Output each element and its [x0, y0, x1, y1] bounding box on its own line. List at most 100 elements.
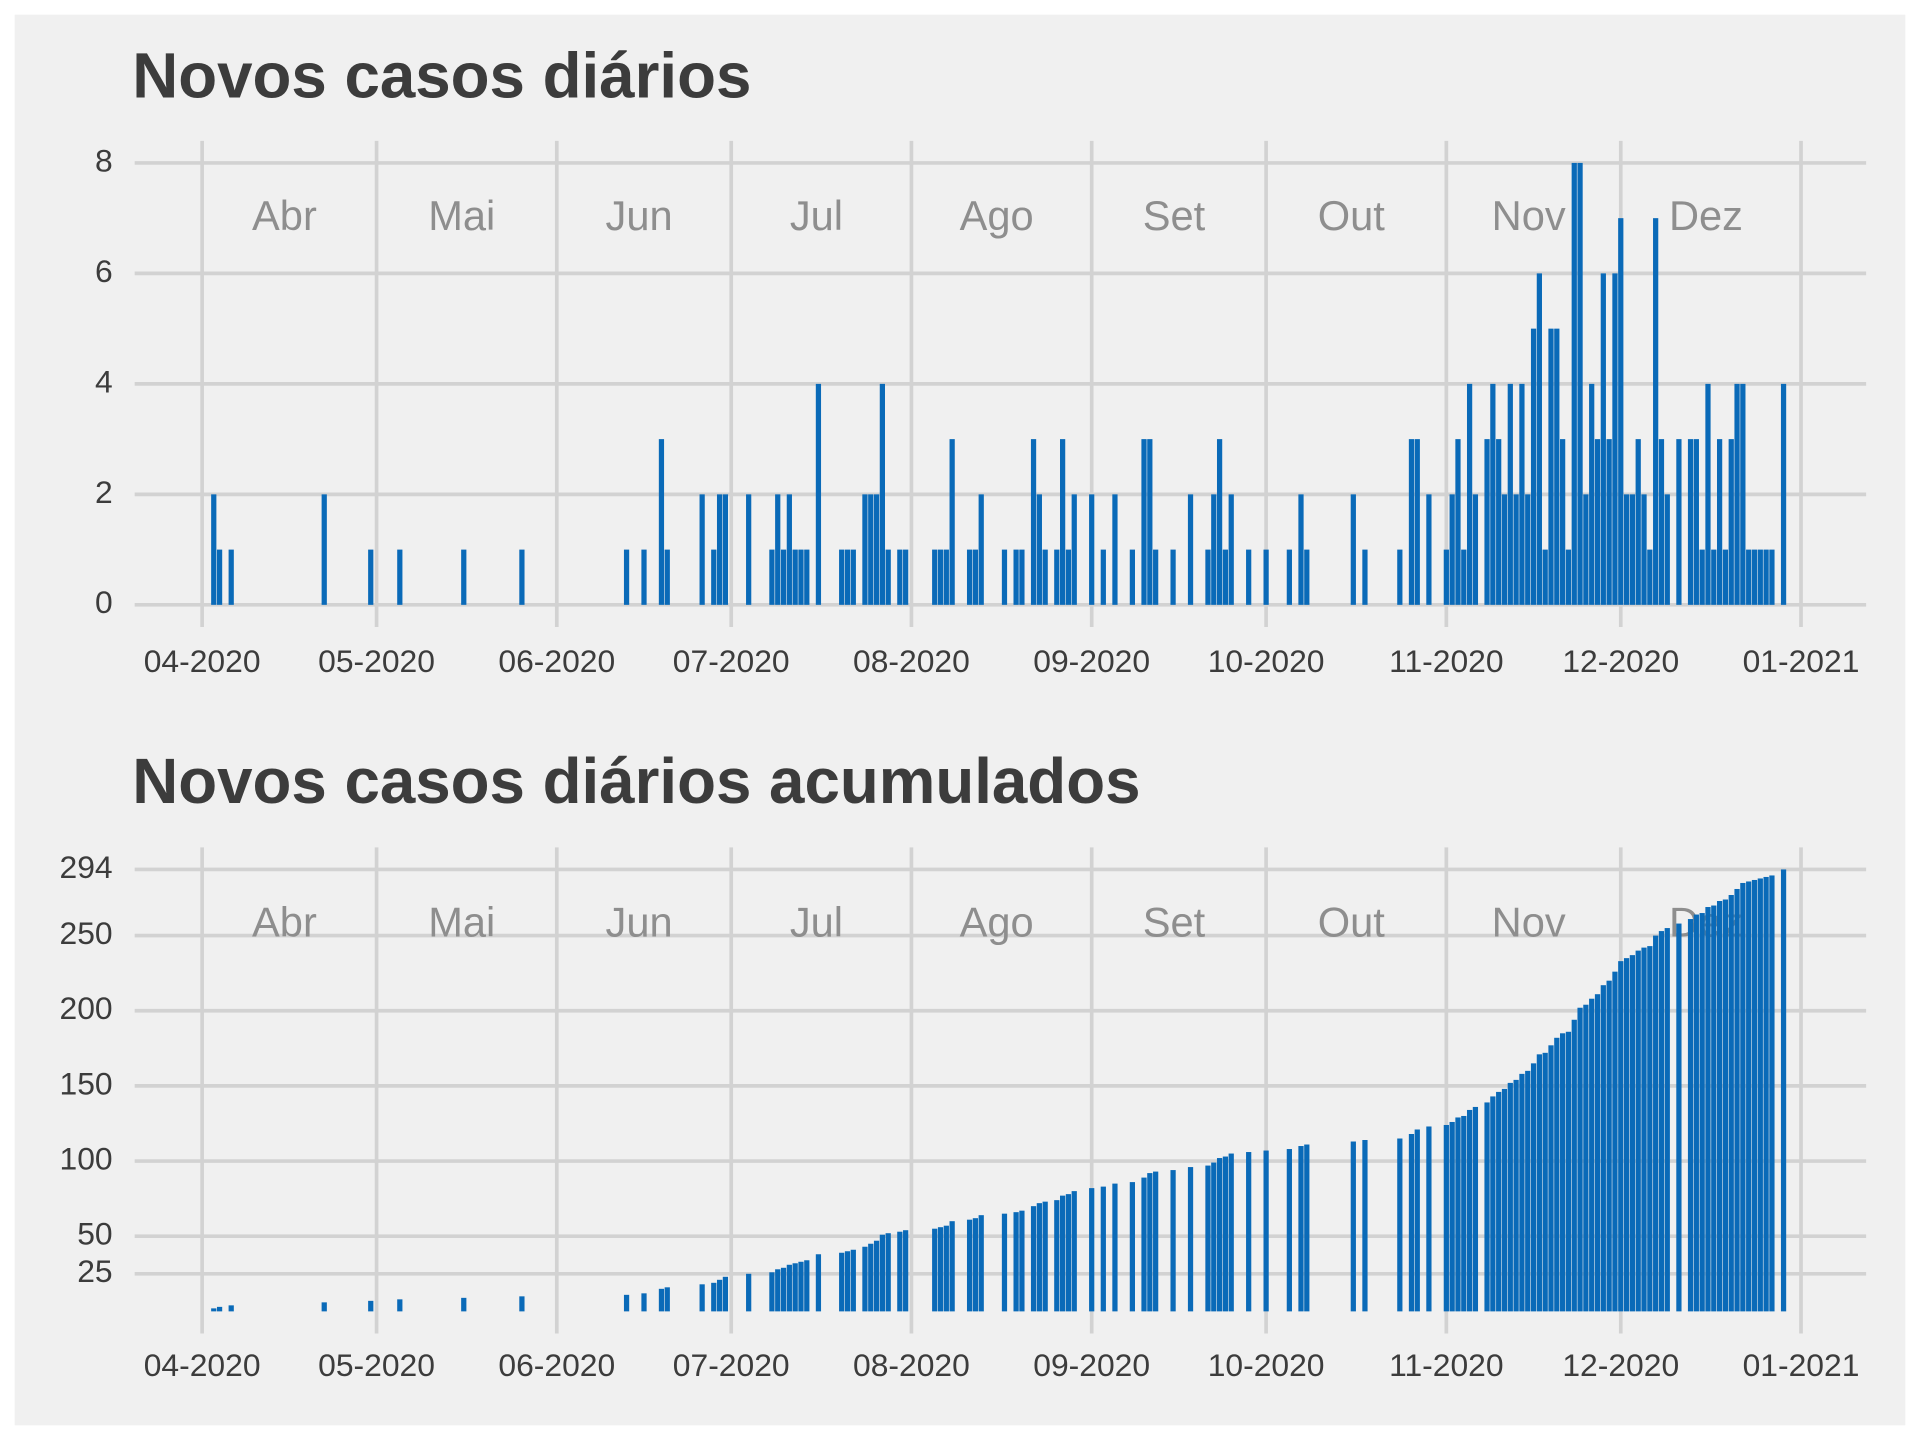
x-tick-label: 10-2020	[1208, 1347, 1325, 1383]
bar	[658, 1288, 665, 1312]
bar	[699, 494, 705, 605]
bar	[1036, 494, 1042, 605]
bar	[972, 1218, 979, 1312]
bar	[1530, 328, 1537, 605]
bar	[978, 494, 984, 605]
chart-title: Novos casos diários acumulados	[132, 746, 1140, 817]
bar	[1147, 439, 1153, 605]
bar	[1594, 439, 1601, 605]
bar	[1060, 1195, 1066, 1312]
bar	[1350, 1141, 1356, 1312]
x-tick-label: 06-2020	[498, 643, 615, 679]
bar	[844, 1251, 851, 1312]
bar	[1211, 1162, 1217, 1312]
bar	[932, 1228, 938, 1312]
bar	[1623, 494, 1630, 605]
bar	[1263, 1150, 1269, 1312]
bar	[879, 1234, 885, 1312]
bar	[1466, 1109, 1473, 1312]
bar	[641, 549, 647, 605]
bar	[1153, 1171, 1159, 1312]
bar	[746, 1273, 752, 1312]
bar	[1536, 273, 1542, 605]
bar	[1629, 494, 1636, 605]
bar	[1565, 549, 1572, 605]
x-tick-label: 05-2020	[318, 643, 435, 679]
bar	[943, 1225, 949, 1312]
bar	[1205, 549, 1211, 605]
bar	[1065, 1194, 1072, 1312]
bar	[1211, 494, 1217, 605]
bar	[1699, 549, 1705, 605]
bar	[949, 439, 955, 605]
bar	[792, 549, 798, 605]
bar	[1246, 1152, 1252, 1312]
month-label: Out	[1318, 192, 1386, 239]
bar	[321, 1302, 327, 1312]
bar	[885, 1233, 891, 1312]
bar	[1583, 1004, 1589, 1312]
bar	[1635, 439, 1641, 605]
bar	[815, 383, 822, 605]
bar	[1757, 549, 1763, 605]
bar	[868, 1243, 874, 1312]
bar	[1513, 1079, 1519, 1312]
bar	[850, 1249, 856, 1312]
bar	[1769, 875, 1775, 1312]
bar	[1030, 439, 1037, 605]
bar	[1071, 1191, 1077, 1312]
bar	[1542, 1052, 1548, 1312]
bar	[1019, 1210, 1025, 1312]
bar	[1519, 383, 1525, 605]
month-label: Abr	[252, 192, 317, 239]
bar	[804, 1260, 810, 1312]
bar	[1147, 1173, 1153, 1312]
bar	[1525, 494, 1531, 605]
bar	[1647, 549, 1653, 605]
bar	[1060, 439, 1066, 605]
bar	[1304, 1144, 1310, 1312]
bar	[1484, 439, 1490, 605]
bar	[1129, 1182, 1136, 1312]
bar	[862, 1246, 868, 1312]
month-label: Ago	[960, 899, 1034, 946]
bar	[1501, 1088, 1508, 1312]
month-label: Mai	[428, 899, 495, 946]
bar	[1362, 549, 1368, 605]
bar	[1565, 1031, 1572, 1312]
bar	[1612, 273, 1618, 605]
bar	[1216, 1158, 1223, 1312]
bar	[775, 494, 781, 605]
bar	[1751, 549, 1758, 605]
bar	[1362, 1140, 1368, 1312]
month-label: Jul	[790, 192, 843, 239]
bar	[1001, 1213, 1008, 1312]
x-tick-label: 04-2020	[144, 643, 261, 679]
bar	[1589, 998, 1595, 1312]
bar	[1228, 1153, 1234, 1312]
y-tick-label: 50	[77, 1216, 112, 1252]
bar	[1594, 994, 1601, 1312]
y-tick-label: 250	[60, 915, 113, 951]
bar	[897, 549, 903, 605]
bar	[321, 494, 327, 605]
bar	[1716, 901, 1723, 1312]
bar	[1676, 923, 1682, 1312]
bar	[1606, 980, 1612, 1312]
bar	[1705, 383, 1711, 605]
bar	[664, 549, 670, 605]
bar	[937, 1227, 944, 1312]
bar	[1623, 958, 1630, 1312]
bar	[1042, 1201, 1048, 1312]
bar	[1414, 439, 1420, 605]
bar	[1304, 549, 1310, 605]
bar	[1490, 1096, 1496, 1312]
month-label: Jun	[606, 899, 673, 946]
bar	[1728, 894, 1734, 1312]
y-tick-label: 25	[77, 1253, 112, 1289]
bar	[1141, 439, 1147, 605]
bar	[792, 1263, 798, 1312]
bar	[1618, 961, 1624, 1312]
bar	[1722, 899, 1729, 1312]
